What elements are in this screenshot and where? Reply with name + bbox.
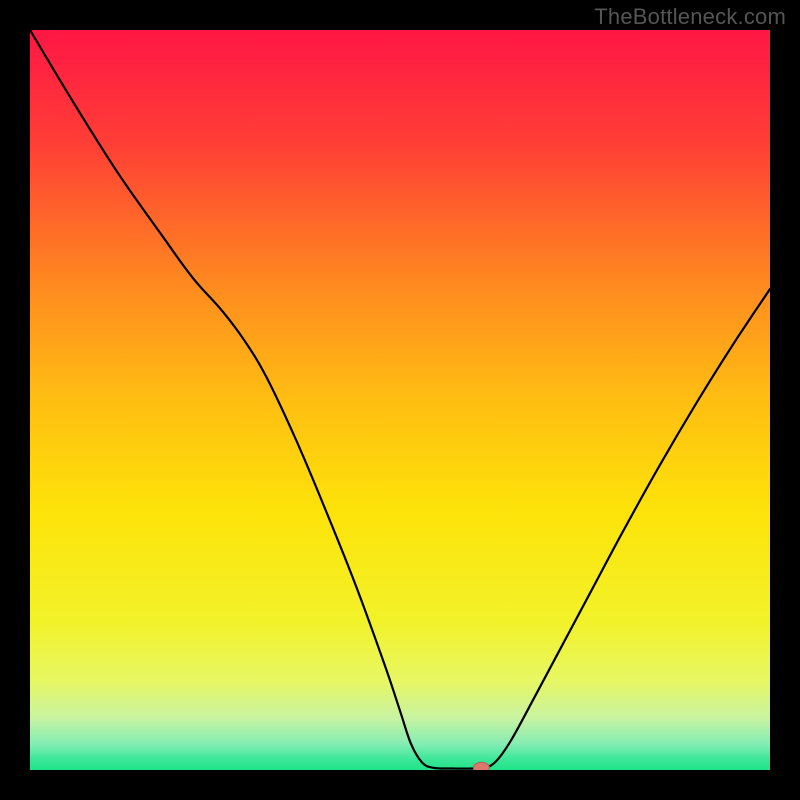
chart-svg: [30, 30, 770, 770]
curve-min-marker: [473, 762, 489, 770]
gradient-background: [30, 30, 770, 770]
plot-area: [30, 30, 770, 770]
attribution-text: TheBottleneck.com: [594, 4, 786, 30]
chart-frame: TheBottleneck.com: [0, 0, 800, 800]
